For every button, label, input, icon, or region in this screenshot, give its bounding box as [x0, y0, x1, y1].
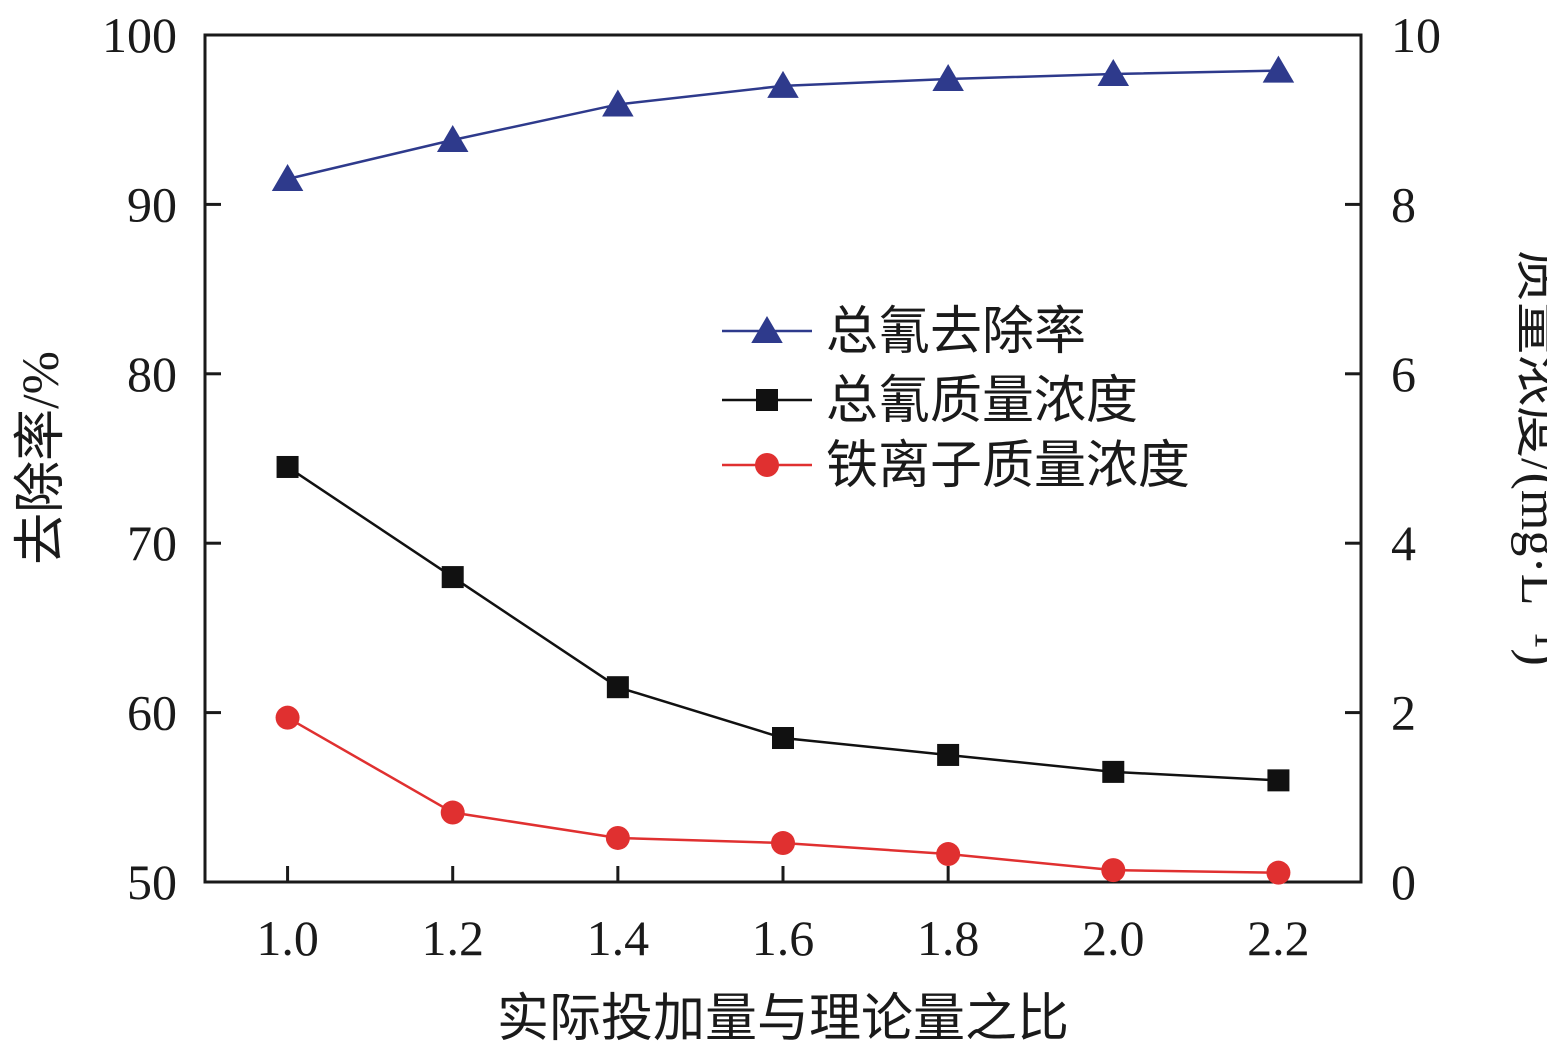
data-point — [275, 705, 300, 730]
x-tick-label: 1.4 — [587, 910, 650, 966]
legend-label: 铁离子质量浓度 — [826, 438, 1190, 495]
legend-label: 总氰去除率 — [826, 304, 1086, 361]
x-axis-title: 实际投加量与理论量之比 — [497, 991, 1069, 1048]
data-point — [606, 676, 629, 699]
right-y-tick-label: 8 — [1391, 176, 1416, 232]
left-y-tick-label: 70 — [127, 515, 177, 571]
legend-item: 总氰去除率 — [722, 304, 1086, 361]
data-point — [440, 800, 465, 825]
x-tick-label: 2.0 — [1082, 910, 1145, 966]
series-layer — [271, 55, 1295, 885]
x-tick-label: 1.2 — [421, 910, 484, 966]
right-y-tick-label: 2 — [1391, 685, 1416, 741]
data-point — [441, 566, 464, 589]
axes-layer: 50 60 70 80 90 100 0 2 4 6 8 10 1.0 1.2 1.4 1.6 1.8 2.0 2.… — [102, 7, 1441, 966]
data-point — [605, 825, 630, 850]
left-y-tick-label: 90 — [127, 176, 177, 232]
legend-item: 铁离子质量浓度 — [722, 438, 1190, 495]
data-point — [1266, 860, 1291, 885]
left-y-tick-label: 80 — [127, 346, 177, 402]
data-point — [1101, 858, 1126, 883]
left-y-tick-label: 50 — [127, 854, 177, 910]
data-point — [271, 163, 304, 191]
data-point — [767, 70, 799, 98]
data-point — [937, 743, 960, 766]
data-point — [1097, 58, 1130, 86]
data-point — [602, 89, 634, 117]
data-point — [1267, 769, 1290, 792]
right-y-tick-label: 4 — [1391, 515, 1416, 571]
data-point — [771, 831, 795, 856]
x-tick-label: 1.6 — [752, 910, 815, 966]
data-point — [772, 727, 794, 750]
series-3 — [275, 705, 1291, 885]
data-point — [1102, 760, 1125, 783]
legend-item: 总氰质量浓度 — [722, 373, 1138, 430]
data-point — [932, 64, 964, 92]
x-tick-label: 1.8 — [917, 910, 980, 966]
legend-marker — [751, 316, 783, 343]
x-tick-label: 2.2 — [1247, 910, 1310, 966]
series-2 — [276, 455, 1290, 792]
left-y-tick-label: 60 — [127, 685, 177, 741]
right-y-tick-label: 6 — [1391, 346, 1416, 402]
legend-label: 总氰质量浓度 — [826, 373, 1138, 430]
left-y-tick-label: 100 — [102, 7, 177, 63]
data-point — [436, 125, 469, 153]
right-y-axis-title: 质量浓度/(mg·L⁻¹) — [1510, 250, 1547, 666]
legend-marker — [755, 453, 779, 477]
series-1 — [271, 55, 1295, 191]
x-tick-label: 1.0 — [256, 910, 319, 966]
data-point — [1262, 55, 1295, 83]
data-point — [936, 842, 961, 867]
right-y-tick-label: 0 — [1391, 854, 1416, 910]
legend-marker — [756, 389, 778, 411]
left-y-axis-title: 去除率/% — [13, 351, 70, 565]
right-y-tick-label: 10 — [1391, 7, 1441, 63]
data-point — [276, 455, 299, 478]
